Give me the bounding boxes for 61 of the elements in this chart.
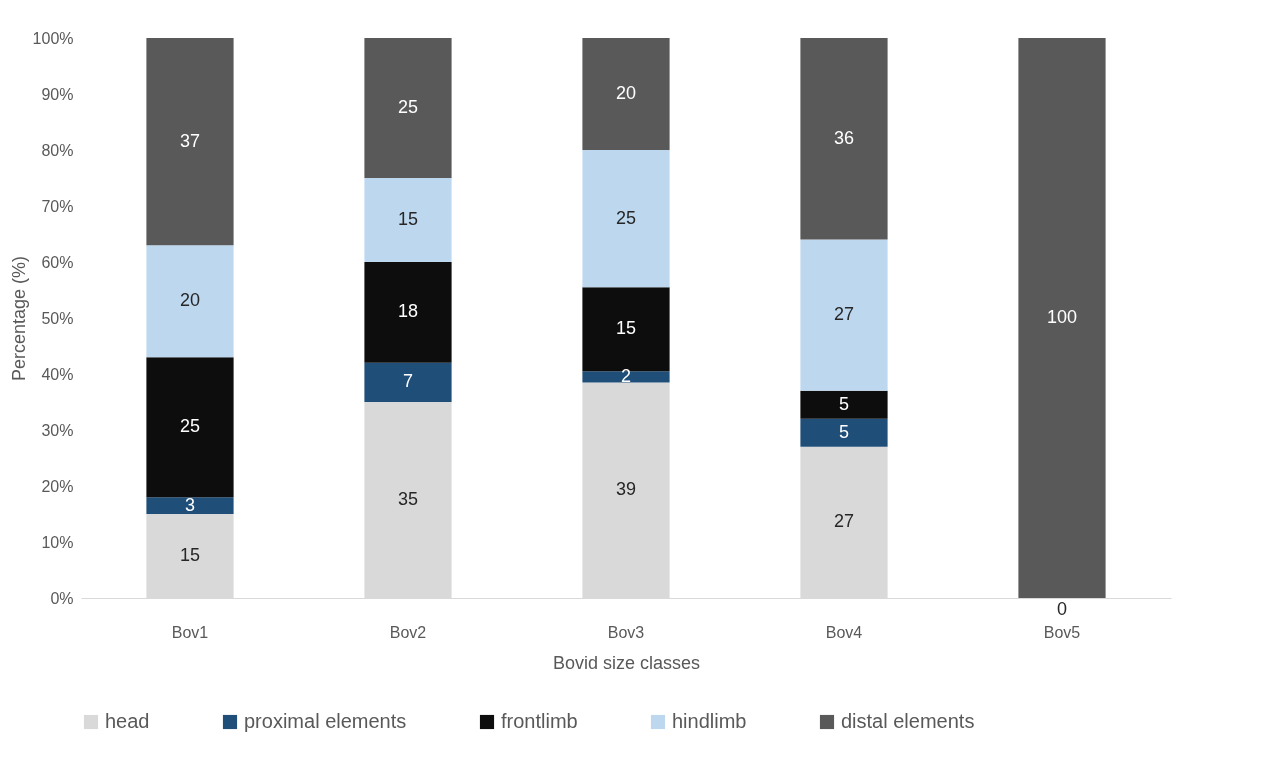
data-label: 27	[833, 511, 855, 532]
bar	[800, 418, 888, 447]
bar	[146, 245, 234, 358]
y-tick-label: 60%	[41, 253, 74, 271]
x-axis-title: Bovid size classes	[552, 652, 701, 673]
data-label: 39	[615, 479, 637, 500]
data-label: 7	[402, 371, 414, 392]
y-tick-label: 80%	[41, 141, 74, 159]
legend-label: distal elements	[841, 710, 975, 732]
data-label: 36	[833, 127, 855, 148]
data-label: 5	[838, 393, 850, 414]
bar	[582, 150, 670, 288]
y-tick-label: 20%	[41, 477, 74, 495]
x-tick-label: Bov2	[389, 623, 427, 641]
y-tick-label: 100%	[32, 29, 74, 47]
data-label: 100	[1046, 307, 1078, 327]
data-label: 25	[179, 416, 201, 437]
bar	[1018, 38, 1106, 598]
legend-label: head	[105, 710, 150, 732]
data-label: 25	[615, 207, 637, 228]
y-tick-label: 0%	[50, 589, 74, 607]
data-label: 20	[179, 290, 201, 311]
data-label: 27	[833, 304, 855, 325]
x-tick-label: Bov4	[825, 623, 863, 641]
data-label: 5	[838, 421, 850, 442]
bar	[582, 371, 670, 383]
y-tick-label: 50%	[41, 309, 74, 327]
data-label: 15	[179, 545, 201, 565]
y-axis-title: Percentage (%)	[8, 255, 29, 382]
bar	[364, 38, 452, 178]
legend-label: hindlimb	[672, 710, 747, 732]
bar	[146, 497, 234, 514]
bar	[582, 38, 670, 150]
y-tick-label: 40%	[41, 365, 74, 383]
bar	[364, 262, 452, 363]
bar	[364, 178, 452, 262]
data-label: 25	[397, 97, 419, 117]
data-label: 2	[620, 365, 632, 386]
data-label: 3	[184, 494, 196, 515]
y-tick-label: 10%	[41, 533, 74, 551]
bar	[800, 38, 888, 240]
y-tick-label: 70%	[41, 197, 74, 215]
bar	[800, 390, 888, 419]
data-label: 15	[397, 209, 419, 229]
bar	[146, 38, 234, 246]
annotation: 0	[1056, 599, 1068, 619]
bar	[146, 357, 234, 498]
x-tick-label: Bov5	[1043, 623, 1081, 641]
data-label: 15	[615, 318, 637, 339]
legend-label: frontlimb	[501, 710, 578, 732]
data-label: 35	[397, 489, 419, 509]
y-tick-label: 90%	[41, 85, 74, 103]
bar	[800, 239, 888, 391]
data-label: 18	[397, 301, 419, 322]
x-tick-label: Bov3	[607, 623, 645, 641]
y-tick-label: 30%	[41, 421, 74, 439]
bar	[364, 362, 452, 402]
x-tick-label: Bov1	[171, 623, 209, 641]
data-label: 20	[615, 83, 637, 103]
legend-label: proximal elements	[244, 710, 407, 732]
data-label: 37	[179, 130, 201, 151]
